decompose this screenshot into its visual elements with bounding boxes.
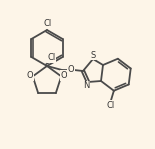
- Text: O: O: [61, 71, 68, 80]
- Text: N: N: [83, 82, 89, 90]
- Text: O: O: [68, 66, 74, 74]
- Text: O: O: [26, 71, 33, 80]
- Text: Cl: Cl: [47, 53, 56, 62]
- Text: S: S: [90, 51, 96, 59]
- Text: Cl: Cl: [44, 18, 52, 28]
- Text: Cl: Cl: [107, 101, 115, 110]
